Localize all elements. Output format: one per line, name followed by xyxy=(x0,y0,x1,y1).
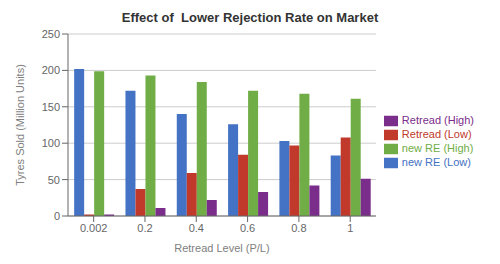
svg-text:250: 250 xyxy=(42,28,60,40)
html-text:Retread (High): Retread (High) xyxy=(401,113,474,126)
svg-text:0.2: 0.2 xyxy=(137,222,152,234)
svg-text:0: 0 xyxy=(54,210,60,222)
svg-text:0.6: 0.6 xyxy=(240,222,255,234)
svg-text:1: 1 xyxy=(347,222,353,234)
html-text:Effect of Lower Rejection Rate: Effect of Lower Rejection Rate on Market xyxy=(121,10,379,25)
svg-text:50: 50 xyxy=(48,174,60,186)
html-text:Retread (Low): Retread (Low) xyxy=(401,127,472,140)
svg-text:200: 200 xyxy=(42,64,60,76)
svg-text:0.002: 0.002 xyxy=(80,222,108,234)
svg-text:100: 100 xyxy=(42,137,60,149)
svg-text:150: 150 xyxy=(42,101,60,113)
svg-text:Tyres Sold (Million Units): Tyres Sold (Million Units) xyxy=(14,64,26,186)
html-text:new RE (Low): new RE (Low) xyxy=(401,156,471,169)
svg-text:Retread Level (P/L): Retread Level (P/L) xyxy=(174,242,269,254)
svg-text:0.4: 0.4 xyxy=(189,222,204,234)
html-text:new RE (High): new RE (High) xyxy=(401,142,474,154)
svg-text:0.8: 0.8 xyxy=(291,222,306,234)
